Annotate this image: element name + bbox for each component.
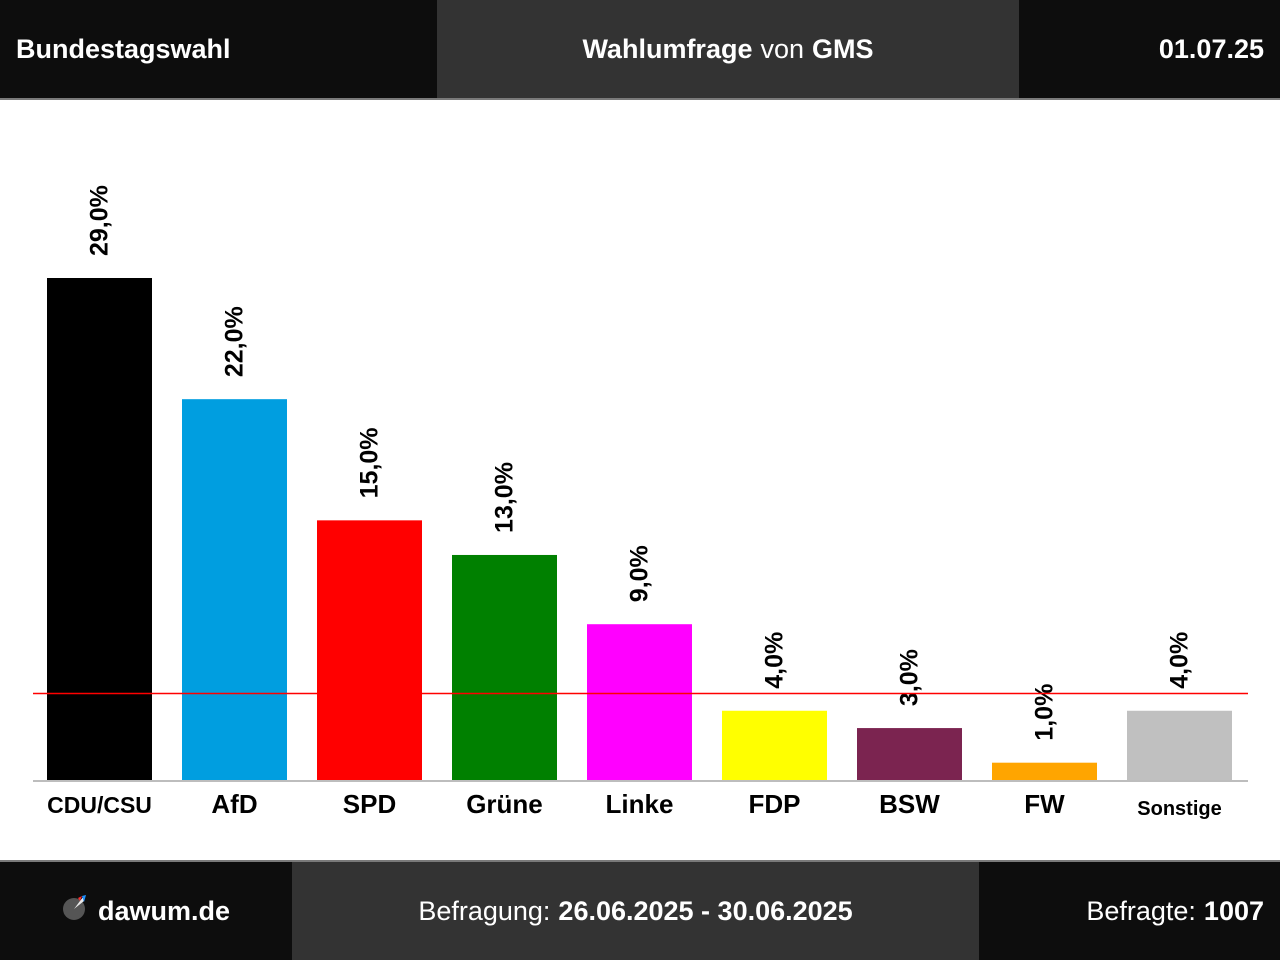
header-bar: Bundestagswahl Wahlumfrage von GMS 01.07.2… [0,0,1280,100]
value-label-5: 4,0% [761,632,789,689]
survey-dates: 26.06.2025 - 30.06.2025 [558,895,853,926]
value-label-1: 22,0% [221,306,249,377]
bar-4 [587,624,692,780]
poll-institute: GMS [812,33,874,64]
category-label-5: FDP [749,789,801,819]
bar-7 [992,762,1097,780]
brand-name: dawum.de [97,895,231,926]
category-label-2: SPD [343,789,396,819]
value-label-4: 9,0% [626,545,654,602]
category-label-8: Sonstige [1137,798,1221,820]
bar-3 [452,554,557,780]
category-label-7: FW [1024,789,1065,819]
bar-chart: 29,0% CDU/CSU 22,0% AfD 15,0% SPD 13,0% Grüne 9,… [33,185,1248,820]
election-title: Bundestagswahl [16,33,231,64]
poll-von: von [760,33,805,64]
poll-title: Wahlumfrage von GMS [437,0,1019,98]
bar-2 [317,520,422,780]
category-label-0: CDU/CSU [47,792,152,818]
value-label-8: 4,0% [1166,632,1194,689]
bar-5 [722,710,827,780]
bar-0 [47,278,152,780]
value-label-3: 13,0% [491,462,519,533]
value-label-6: 3,0% [896,649,924,706]
survey-period: Befragung: 26.06.2025 - 30.06.2025 [292,862,979,960]
category-label-6: BSW [879,789,940,819]
value-label-7: 1,0% [1031,684,1059,741]
poll-word: Wahlumfrage [582,33,753,64]
respondents-label: Befragte: [1086,895,1196,926]
category-label-4: Linke [606,789,674,819]
dawum-logo-icon [62,894,88,928]
value-label-2: 15,0% [356,427,384,498]
footer-bar: dawum.de Befragung: 26.06.2025 - 30.06.20… [0,860,1280,960]
brand-link[interactable]: dawum.de [0,862,292,960]
category-label-3: Grüne [466,789,543,819]
category-label-1: AfD [211,789,257,819]
respondents: Befragte: 1007 [979,862,1280,960]
bar-8 [1127,710,1232,780]
bar-1 [182,399,287,780]
bar-6 [857,728,962,780]
value-label-0: 29,0% [86,185,114,256]
poll-date: 01.07.25 [1158,33,1264,64]
respondents-count: 1007 [1203,895,1264,926]
survey-label: Befragung: [418,895,551,926]
